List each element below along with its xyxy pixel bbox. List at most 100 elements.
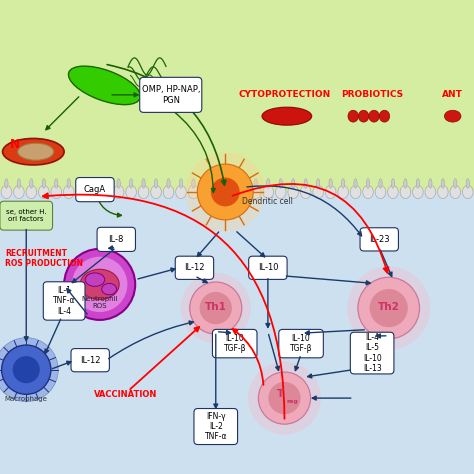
Ellipse shape xyxy=(416,179,419,188)
Ellipse shape xyxy=(1,185,12,199)
Text: CagA: CagA xyxy=(84,185,106,194)
Ellipse shape xyxy=(5,179,8,188)
Ellipse shape xyxy=(304,179,307,188)
Ellipse shape xyxy=(68,66,140,105)
Ellipse shape xyxy=(80,269,119,300)
Ellipse shape xyxy=(80,179,83,188)
Ellipse shape xyxy=(358,110,369,122)
Circle shape xyxy=(72,256,128,312)
Ellipse shape xyxy=(441,179,445,188)
Ellipse shape xyxy=(354,179,357,188)
Ellipse shape xyxy=(51,185,62,199)
Ellipse shape xyxy=(262,107,312,125)
Ellipse shape xyxy=(366,179,370,188)
Ellipse shape xyxy=(201,185,211,199)
Ellipse shape xyxy=(463,185,473,199)
Ellipse shape xyxy=(400,185,410,199)
Ellipse shape xyxy=(379,179,382,188)
Ellipse shape xyxy=(18,143,54,160)
Circle shape xyxy=(258,372,310,424)
Circle shape xyxy=(0,337,58,401)
Ellipse shape xyxy=(64,185,74,199)
Ellipse shape xyxy=(363,185,374,199)
FancyBboxPatch shape xyxy=(249,256,287,279)
Ellipse shape xyxy=(266,179,270,188)
Ellipse shape xyxy=(238,185,249,199)
Ellipse shape xyxy=(14,185,24,199)
Text: IFN-γ
IL-2
TNF-α: IFN-γ IL-2 TNF-α xyxy=(204,411,227,441)
Ellipse shape xyxy=(466,179,469,188)
FancyBboxPatch shape xyxy=(0,0,474,192)
Ellipse shape xyxy=(155,179,158,188)
Ellipse shape xyxy=(425,185,436,199)
Ellipse shape xyxy=(254,179,257,188)
Ellipse shape xyxy=(42,179,46,188)
Ellipse shape xyxy=(229,179,233,188)
Circle shape xyxy=(200,292,232,324)
Ellipse shape xyxy=(329,179,332,188)
Text: IL-10
TGF-β: IL-10 TGF-β xyxy=(223,334,246,353)
Text: Dendritic cell: Dendritic cell xyxy=(242,197,293,206)
Ellipse shape xyxy=(438,185,448,199)
Ellipse shape xyxy=(428,179,432,188)
Ellipse shape xyxy=(217,179,220,188)
Circle shape xyxy=(13,356,40,383)
Text: se, other H.
ori factors: se, other H. ori factors xyxy=(6,209,46,222)
Text: IL-8: IL-8 xyxy=(109,235,124,244)
Circle shape xyxy=(358,277,419,339)
Ellipse shape xyxy=(445,110,461,122)
Ellipse shape xyxy=(163,185,174,199)
Ellipse shape xyxy=(192,179,195,188)
Text: IL-12: IL-12 xyxy=(80,356,100,365)
FancyBboxPatch shape xyxy=(194,409,237,445)
Ellipse shape xyxy=(55,179,58,188)
Ellipse shape xyxy=(113,185,124,199)
Ellipse shape xyxy=(292,179,295,188)
Text: IL-10: IL-10 xyxy=(258,263,278,272)
Ellipse shape xyxy=(85,273,105,286)
Ellipse shape xyxy=(379,110,390,122)
Text: IL-1
TNF-α
IL-4: IL-1 TNF-α IL-4 xyxy=(53,286,75,316)
Text: N: N xyxy=(9,138,19,151)
Ellipse shape xyxy=(412,185,423,199)
Circle shape xyxy=(197,164,253,220)
Ellipse shape xyxy=(279,179,283,188)
Ellipse shape xyxy=(375,185,386,199)
Circle shape xyxy=(190,282,242,334)
Ellipse shape xyxy=(38,185,49,199)
Circle shape xyxy=(181,273,251,343)
Ellipse shape xyxy=(179,179,182,188)
Ellipse shape xyxy=(404,179,407,188)
Text: Neutrophil
ROS: Neutrophil ROS xyxy=(82,296,118,309)
Ellipse shape xyxy=(142,179,145,188)
Ellipse shape xyxy=(226,185,236,199)
Ellipse shape xyxy=(92,179,95,188)
Text: IL-4
IL-5
IL-10
IL-13: IL-4 IL-5 IL-10 IL-13 xyxy=(363,333,382,373)
Ellipse shape xyxy=(67,179,71,188)
Ellipse shape xyxy=(129,179,133,188)
Ellipse shape xyxy=(2,138,64,165)
Ellipse shape xyxy=(454,179,457,188)
Ellipse shape xyxy=(176,185,186,199)
Ellipse shape xyxy=(117,179,120,188)
FancyBboxPatch shape xyxy=(279,329,323,358)
Text: Th2: Th2 xyxy=(378,301,400,311)
Text: IL-12: IL-12 xyxy=(184,263,205,272)
FancyBboxPatch shape xyxy=(71,348,109,372)
FancyBboxPatch shape xyxy=(212,329,257,358)
Ellipse shape xyxy=(102,283,117,295)
Ellipse shape xyxy=(167,179,170,188)
Circle shape xyxy=(248,362,321,435)
Ellipse shape xyxy=(263,185,273,199)
Ellipse shape xyxy=(338,185,348,199)
FancyBboxPatch shape xyxy=(140,77,202,112)
FancyBboxPatch shape xyxy=(43,282,85,320)
Circle shape xyxy=(186,152,265,232)
Ellipse shape xyxy=(76,185,87,199)
Ellipse shape xyxy=(104,179,108,188)
Ellipse shape xyxy=(17,179,20,188)
Ellipse shape xyxy=(30,179,33,188)
Ellipse shape xyxy=(188,185,199,199)
Ellipse shape xyxy=(348,110,358,122)
Ellipse shape xyxy=(213,185,224,199)
